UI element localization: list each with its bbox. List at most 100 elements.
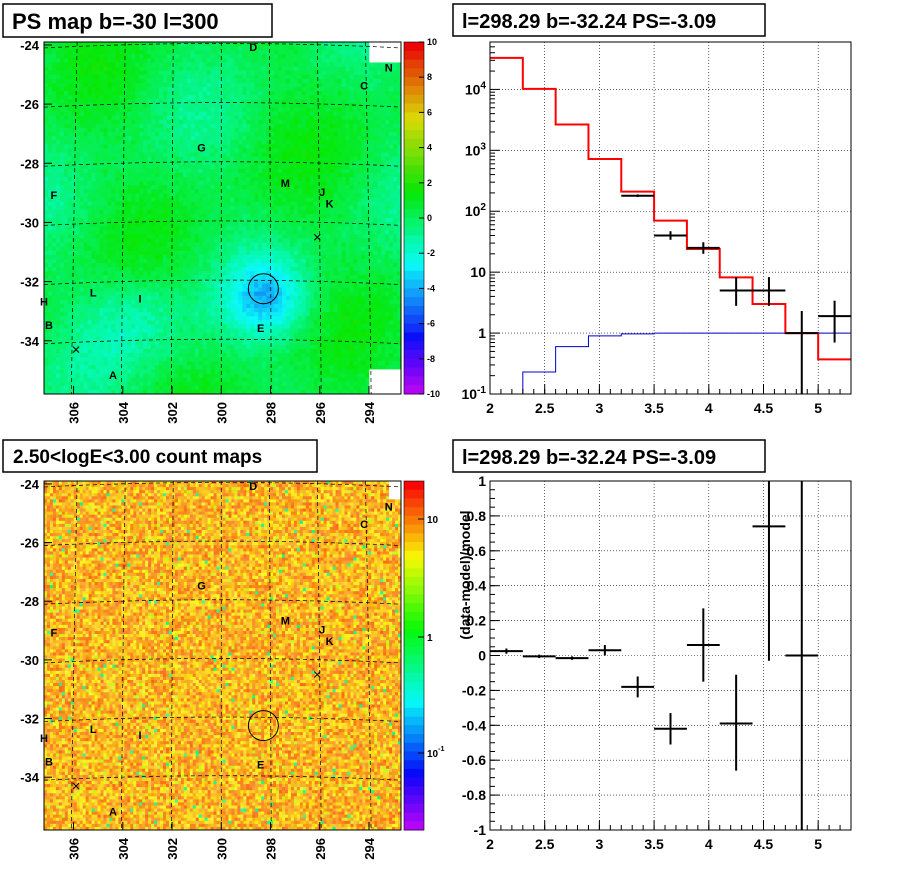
heatmap-pixel xyxy=(393,222,397,226)
heatmap-pixel xyxy=(373,189,377,193)
heatmap-pixel xyxy=(80,95,84,99)
heatmap-pixel xyxy=(100,62,104,66)
heatmap-pixel xyxy=(294,222,298,226)
heatmap-pixel xyxy=(127,247,131,251)
heatmap-pixel xyxy=(226,112,230,116)
heatmap-pixel xyxy=(377,173,381,177)
heatmap-pixel xyxy=(219,124,223,128)
heatmap-pixel xyxy=(187,95,191,99)
heatmap-pixel xyxy=(274,259,278,263)
heatmap-pixel xyxy=(353,263,357,267)
heatmap-pixel xyxy=(270,75,274,79)
heatmap-pixel xyxy=(107,124,111,128)
heatmap-pixel xyxy=(171,157,175,161)
heatmap-pixel xyxy=(242,95,246,99)
heatmap-pixel xyxy=(68,54,72,58)
heatmap-pixel xyxy=(155,189,159,193)
heatmap-pixel xyxy=(345,107,349,111)
heatmap-pixel xyxy=(131,206,135,210)
heatmap-pixel xyxy=(88,46,92,50)
heatmap-pixel xyxy=(203,222,207,226)
heatmap-pixel xyxy=(219,153,223,157)
heatmap-pixel xyxy=(211,116,215,120)
heatmap-pixel xyxy=(294,165,298,169)
heatmap-pixel xyxy=(282,198,286,202)
heatmap-pixel xyxy=(238,91,242,95)
heatmap-pixel xyxy=(48,210,52,214)
heatmap-pixel xyxy=(135,87,139,91)
heatmap-pixel xyxy=(393,79,397,83)
heatmap-pixel xyxy=(373,116,377,120)
heatmap-pixel xyxy=(238,173,242,177)
heatmap-pixel xyxy=(163,79,167,83)
heatmap-pixel xyxy=(290,112,294,116)
heatmap-pixel xyxy=(258,161,262,165)
heatmap-pixel xyxy=(369,107,373,111)
heatmap-pixel xyxy=(175,42,179,46)
heatmap-pixel xyxy=(294,234,298,238)
heatmap-pixel xyxy=(238,144,242,148)
heatmap-pixel xyxy=(52,202,56,206)
heatmap-pixel xyxy=(242,120,246,124)
heatmap-pixel xyxy=(100,153,104,157)
heatmap-pixel xyxy=(298,214,302,218)
heatmap-pixel xyxy=(234,99,238,103)
heatmap-pixel xyxy=(219,75,223,79)
heatmap-pixel xyxy=(179,46,183,50)
heatmap-pixel xyxy=(246,144,250,148)
heatmap-pixel xyxy=(393,120,397,124)
heatmap-pixel xyxy=(104,193,108,197)
heatmap-pixel xyxy=(373,42,377,46)
heatmap-pixel xyxy=(115,83,119,87)
heatmap-pixel xyxy=(369,185,373,189)
heatmap-pixel xyxy=(131,116,135,120)
heatmap-pixel xyxy=(100,136,104,140)
heatmap-pixel xyxy=(274,87,278,91)
heatmap-pixel xyxy=(278,128,282,132)
heatmap-pixel xyxy=(230,181,234,185)
heatmap-pixel xyxy=(314,124,318,128)
heatmap-pixel xyxy=(147,128,151,132)
heatmap-pixel xyxy=(302,263,306,267)
heatmap-pixel xyxy=(306,202,310,206)
heatmap-pixel xyxy=(318,46,322,50)
heatmap-pixel xyxy=(338,230,342,234)
heatmap-pixel xyxy=(302,243,306,247)
heatmap-pixel xyxy=(262,132,266,136)
heatmap-pixel xyxy=(64,83,68,87)
heatmap-pixel xyxy=(56,103,60,107)
heatmap-pixel xyxy=(56,79,60,83)
heatmap-pixel xyxy=(230,136,234,140)
heatmap-pixel xyxy=(111,259,115,263)
heatmap-pixel xyxy=(183,222,187,226)
heatmap-pixel xyxy=(56,46,60,50)
heatmap-pixel xyxy=(139,91,143,95)
heatmap-pixel xyxy=(294,46,298,50)
heatmap-pixel xyxy=(385,226,389,230)
heatmap-pixel xyxy=(195,128,199,132)
heatmap-pixel xyxy=(171,189,175,193)
heatmap-pixel xyxy=(219,173,223,177)
heatmap-pixel xyxy=(155,210,159,214)
heatmap-pixel xyxy=(84,169,88,173)
heatmap-pixel xyxy=(167,173,171,177)
heatmap-pixel xyxy=(163,132,167,136)
heatmap-pixel xyxy=(64,189,68,193)
heatmap-pixel xyxy=(80,112,84,116)
heatmap-pixel xyxy=(100,116,104,120)
heatmap-pixel xyxy=(143,103,147,107)
heatmap-pixel xyxy=(230,255,234,259)
heatmap-pixel xyxy=(226,107,230,111)
heatmap-pixel xyxy=(64,71,68,75)
heatmap-pixel xyxy=(219,120,223,124)
heatmap-pixel xyxy=(104,99,108,103)
heatmap-pixel xyxy=(143,165,147,169)
heatmap-pixel xyxy=(242,193,246,197)
heatmap-pixel xyxy=(349,243,353,247)
heatmap-pixel xyxy=(389,128,393,132)
heatmap-pixel xyxy=(326,255,330,259)
heatmap-pixel xyxy=(286,255,290,259)
heatmap-pixel xyxy=(234,247,238,251)
heatmap-pixel xyxy=(393,87,397,91)
heatmap-pixel xyxy=(330,54,334,58)
